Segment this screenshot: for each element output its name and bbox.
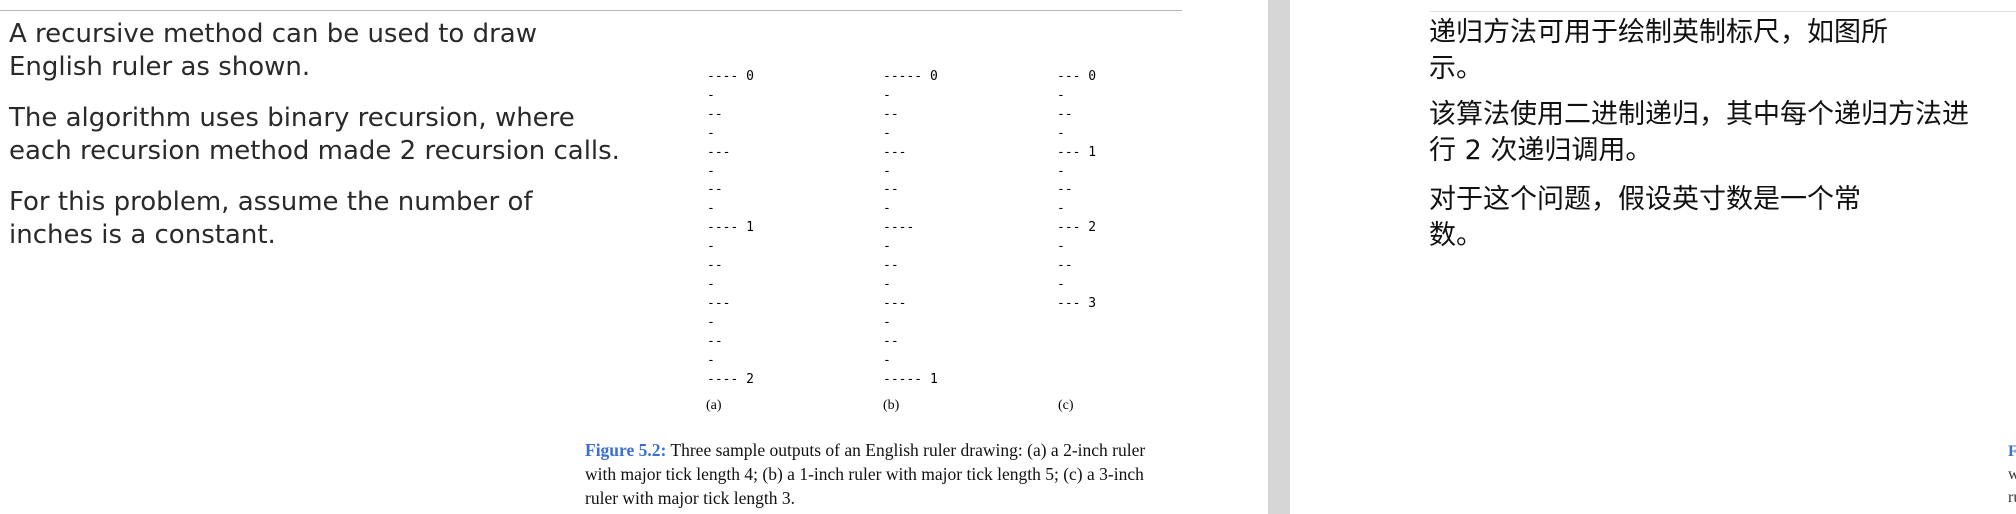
left-slide-pane: A recursive method can be used to draw E… — [0, 10, 1225, 510]
text-line: 该算法使用二进制递归，其中每个递归方法进 — [1429, 99, 1969, 130]
caption-fragment-line: w — [2008, 466, 2016, 483]
paragraph-cn-binary-recursion: 该算法使用二进制递归，其中每个递归方法进 行 2 次递归调用。 — [1429, 97, 1969, 169]
figure-caption: Figure 5.2: Three sample outputs of an E… — [585, 438, 1225, 510]
text-line: inches is a constant. — [9, 220, 276, 250]
paragraph-binary-recursion: The algorithm uses binary recursion, whe… — [9, 102, 620, 168]
text-line: 数。 — [1429, 220, 1483, 251]
paragraph-recursive-method: A recursive method can be used to draw E… — [9, 18, 537, 84]
sublabel-b: (b) — [883, 398, 900, 413]
caption-line: ruler with major tick length 3. — [585, 488, 795, 508]
text-line: 示。 — [1429, 53, 1483, 84]
text-line: A recursive method can be used to draw — [9, 19, 537, 49]
text-line: 行 2 次递归调用。 — [1429, 135, 1653, 166]
paragraph-inches-constant: For this problem, assume the number of i… — [9, 186, 533, 252]
paragraph-cn-inches-constant: 对于这个问题，假设英寸数是一个常 数。 — [1429, 182, 1861, 254]
text-line: English ruler as shown. — [9, 52, 311, 82]
pane-divider[interactable] — [1268, 0, 1290, 514]
figure-label: Figure 5.2: — [585, 440, 667, 460]
sublabel-a: (a) — [706, 398, 722, 413]
top-divider-line — [1430, 11, 2016, 12]
ruler-c: --- 0 - -- - --- 1 - -- - --- 2 - -- - -… — [1057, 69, 1097, 311]
text-line: 对于这个问题，假设英寸数是一个常 — [1429, 184, 1861, 215]
figure-label-fragment: F — [2008, 443, 2016, 460]
ruler-b: ----- 0 - -- - --- - -- - ---- - -- - --… — [883, 69, 938, 387]
caption-line: Three sample outputs of an English ruler… — [670, 440, 1146, 460]
ruler-a: ---- 0 - -- - --- - -- - ---- 1 - -- - -… — [707, 69, 754, 387]
text-line: 递归方法可用于绘制英制标尺，如图所 — [1429, 17, 1888, 48]
right-slide-pane: 递归方法可用于绘制英制标尺，如图所 示。 该算法使用二进制递归，其中每个递归方法… — [1290, 0, 2016, 514]
text-line: For this problem, assume the number of — [9, 187, 533, 217]
caption-fragment: F w ru — [2008, 440, 2016, 509]
caption-fragment-line: ru — [2008, 489, 2016, 506]
text-line: each recursion method made 2 recursion c… — [9, 136, 620, 166]
text-line: The algorithm uses binary recursion, whe… — [9, 103, 575, 133]
sublabel-c: (c) — [1058, 398, 1074, 413]
caption-line: with major tick length 4; (b) a 1-inch r… — [585, 464, 1144, 484]
paragraph-cn-recursive-method: 递归方法可用于绘制英制标尺，如图所 示。 — [1429, 15, 1888, 87]
top-divider-line — [0, 10, 1182, 11]
